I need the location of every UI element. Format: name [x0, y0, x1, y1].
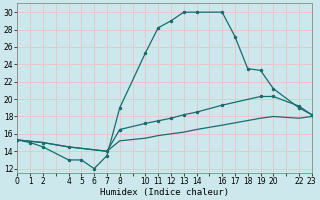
X-axis label: Humidex (Indice chaleur): Humidex (Indice chaleur)	[100, 188, 229, 197]
